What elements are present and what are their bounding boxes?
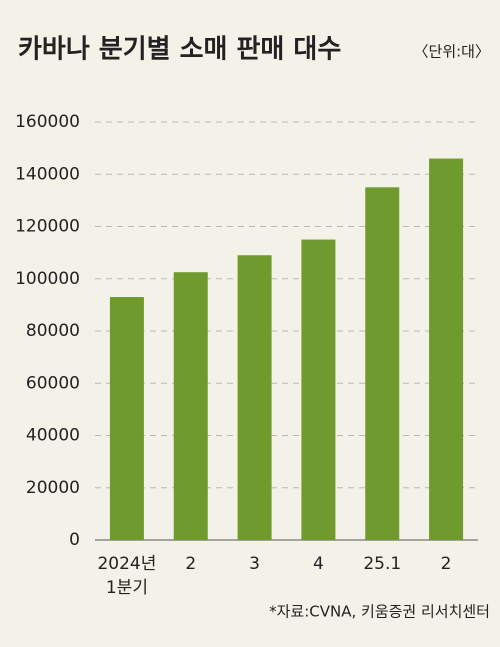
bar xyxy=(429,158,464,540)
x-tick-label: 25.1 xyxy=(363,554,401,574)
y-tick-label: 20000 xyxy=(26,478,80,498)
y-tick-label: 140000 xyxy=(15,164,80,184)
bar xyxy=(301,239,336,540)
source-note: *자료:CVNA, 키움증권 리서치센터 xyxy=(269,603,490,621)
chart-title: 카바나 분기별 소매 판매 대수 xyxy=(18,35,341,65)
unit-label: 〈단위:대〉 xyxy=(414,43,490,61)
bar xyxy=(365,187,400,540)
y-tick-label: 0 xyxy=(69,530,80,550)
y-tick-label: 100000 xyxy=(15,269,80,289)
x-tick-label: 3 xyxy=(249,554,260,574)
x-tick-label: 2 xyxy=(441,554,452,574)
y-tick-label: 120000 xyxy=(15,217,80,237)
bar xyxy=(237,255,272,541)
bar xyxy=(173,272,208,540)
y-tick-label: 60000 xyxy=(26,373,80,393)
bar xyxy=(109,297,144,540)
y-tick-label: 80000 xyxy=(26,321,80,341)
x-tick-label: 2 xyxy=(185,554,196,574)
x-tick-label: 2024년 1분기 xyxy=(97,554,156,598)
y-tick-label: 40000 xyxy=(26,426,80,446)
x-tick-label: 4 xyxy=(313,554,324,574)
y-tick-label: 160000 xyxy=(15,112,80,132)
